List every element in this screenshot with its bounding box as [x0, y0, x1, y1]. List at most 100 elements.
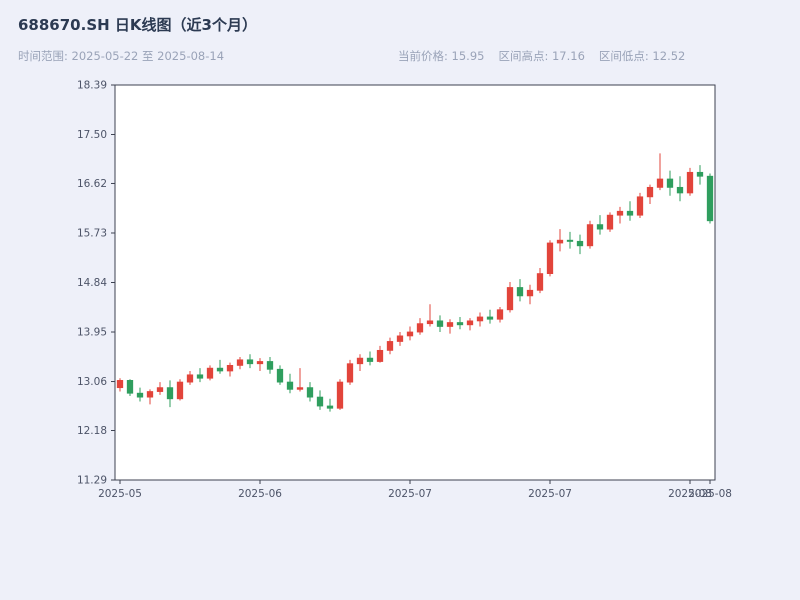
candle: [506, 281, 514, 313]
candle-body: [366, 357, 374, 362]
candle: [196, 368, 204, 383]
candle: [276, 365, 284, 385]
candle: [146, 389, 154, 405]
candle: [536, 268, 544, 294]
candle-body: [446, 322, 454, 327]
candle-body: [406, 331, 414, 337]
candle: [326, 398, 334, 412]
candle: [686, 167, 694, 196]
range-low-label: 区间低点: 12.52: [598, 49, 686, 63]
x-tick-label: 2025-07: [388, 488, 432, 500]
candle-body: [676, 186, 684, 194]
candle: [166, 380, 174, 408]
candle-body: [616, 210, 624, 216]
candle: [656, 153, 664, 191]
x-tick-label: 2025-05: [98, 488, 142, 500]
candle: [416, 318, 424, 335]
candle-body: [636, 196, 644, 216]
candle: [476, 312, 484, 327]
x-tick-label: 2025-06: [238, 488, 282, 500]
candle: [606, 212, 614, 232]
candle-body: [596, 224, 604, 230]
date-range-label: 时间范围: 2025-05-22 至 2025-08-14: [18, 49, 225, 63]
range-high-label: 区间高点: 17.16: [498, 49, 585, 63]
candle: [226, 362, 234, 377]
y-tick-label: 12.18: [77, 425, 107, 437]
candle-body: [706, 175, 714, 222]
y-tick-label: 17.50: [77, 129, 107, 141]
candle-body: [136, 392, 144, 398]
y-tick-label: 14.84: [77, 277, 107, 289]
candle-body: [456, 322, 464, 326]
candle-body: [466, 320, 474, 326]
candle: [436, 315, 444, 333]
candle: [646, 184, 654, 205]
candle-body: [316, 396, 324, 407]
candle-body: [656, 178, 664, 188]
candle-body: [506, 287, 514, 311]
candle-body: [546, 242, 554, 274]
candle: [486, 309, 494, 324]
candle: [696, 165, 704, 185]
candle-body: [576, 240, 584, 247]
candle: [706, 173, 714, 224]
candle-body: [256, 361, 264, 365]
stats-row: 当前价格: 15.95 区间高点: 17.16 区间低点: 12.52: [398, 48, 685, 64]
candle-body: [516, 287, 524, 297]
candle: [406, 326, 414, 341]
candle: [346, 359, 354, 385]
y-tick-label: 16.62: [77, 178, 107, 190]
candle: [516, 279, 524, 302]
y-tick-label: 18.39: [77, 80, 107, 92]
candle-body: [606, 214, 614, 230]
candle-body: [686, 171, 694, 194]
candle-body: [186, 374, 194, 383]
candle-body: [286, 381, 294, 390]
candle: [566, 231, 574, 249]
candle-body: [226, 364, 234, 372]
candle-body: [566, 239, 574, 242]
candle-body: [416, 323, 424, 333]
candle: [176, 379, 184, 401]
candle-body: [356, 357, 364, 365]
plot-area: [115, 85, 715, 480]
y-tick-label: 13.06: [77, 376, 107, 388]
candle-body: [176, 381, 184, 400]
candle: [266, 357, 274, 374]
y-tick-label: 11.29: [77, 475, 107, 487]
candle-body: [396, 335, 404, 342]
candle: [636, 192, 644, 218]
candle: [256, 358, 264, 371]
candle-body: [216, 367, 224, 372]
candle: [666, 170, 674, 196]
subtitle-row: 时间范围: 2025-05-22 至 2025-08-14 当前价格: 15.9…: [18, 48, 782, 64]
candle: [286, 373, 294, 394]
candle-body: [556, 239, 564, 244]
candle: [206, 365, 214, 381]
candle-body: [116, 380, 124, 389]
candle-body: [326, 405, 334, 409]
candle: [446, 319, 454, 334]
candle: [216, 359, 224, 374]
candle: [306, 382, 314, 402]
candle: [136, 387, 144, 402]
candle: [556, 229, 564, 252]
candle-body: [296, 387, 304, 390]
candle: [336, 379, 344, 410]
candle: [576, 234, 584, 255]
candle-body: [166, 387, 174, 400]
candle: [676, 176, 684, 202]
candle-body: [426, 320, 434, 325]
candle-body: [236, 359, 244, 366]
candle-body: [336, 381, 344, 409]
plot-border: [114, 84, 716, 481]
candle-body: [666, 178, 674, 188]
candle: [426, 304, 434, 327]
candle-body: [386, 341, 394, 351]
candle-body: [306, 387, 314, 398]
candle: [246, 354, 254, 369]
candle-body: [486, 316, 494, 320]
x-tick-label: 2025-07: [528, 488, 572, 500]
candle: [546, 240, 554, 277]
